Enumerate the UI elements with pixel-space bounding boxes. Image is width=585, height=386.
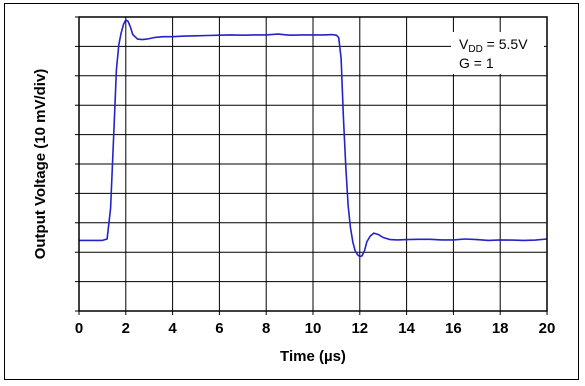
annotation-box bbox=[451, 32, 544, 74]
vdd-value: = 5.5V bbox=[483, 36, 528, 52]
x-tick-label: 14 bbox=[398, 320, 415, 337]
x-tick-label: 16 bbox=[445, 320, 462, 337]
horizontal-gridlines bbox=[79, 45, 547, 283]
x-tick-label: 12 bbox=[351, 320, 368, 337]
x-tick-label: 10 bbox=[305, 320, 322, 337]
gain-annotation: G = 1 bbox=[459, 55, 494, 71]
y-axis-title: Output Voltage (10 mV/div) bbox=[32, 69, 49, 260]
vdd-annotation: VDD = 5.5V bbox=[459, 36, 528, 55]
x-tick-label: 8 bbox=[262, 320, 270, 337]
series-line bbox=[79, 19, 548, 258]
x-tick-label: 2 bbox=[122, 320, 130, 337]
vdd-subscript: DD bbox=[468, 44, 482, 55]
x-axis-title: Time (µs) bbox=[280, 348, 346, 365]
figure-frame bbox=[4, 3, 579, 380]
x-tick-label: 0 bbox=[75, 320, 83, 337]
x-tick-label: 4 bbox=[168, 320, 177, 337]
plot-area-border bbox=[78, 16, 548, 312]
x-tick-label: 20 bbox=[539, 320, 556, 337]
x-tick-label: 6 bbox=[215, 320, 223, 337]
vdd-symbol: V bbox=[459, 36, 469, 52]
x-tick-label: 18 bbox=[492, 320, 509, 337]
x-tick-labels: 0 2 4 6 8 10 12 14 16 18 20 bbox=[75, 320, 556, 337]
